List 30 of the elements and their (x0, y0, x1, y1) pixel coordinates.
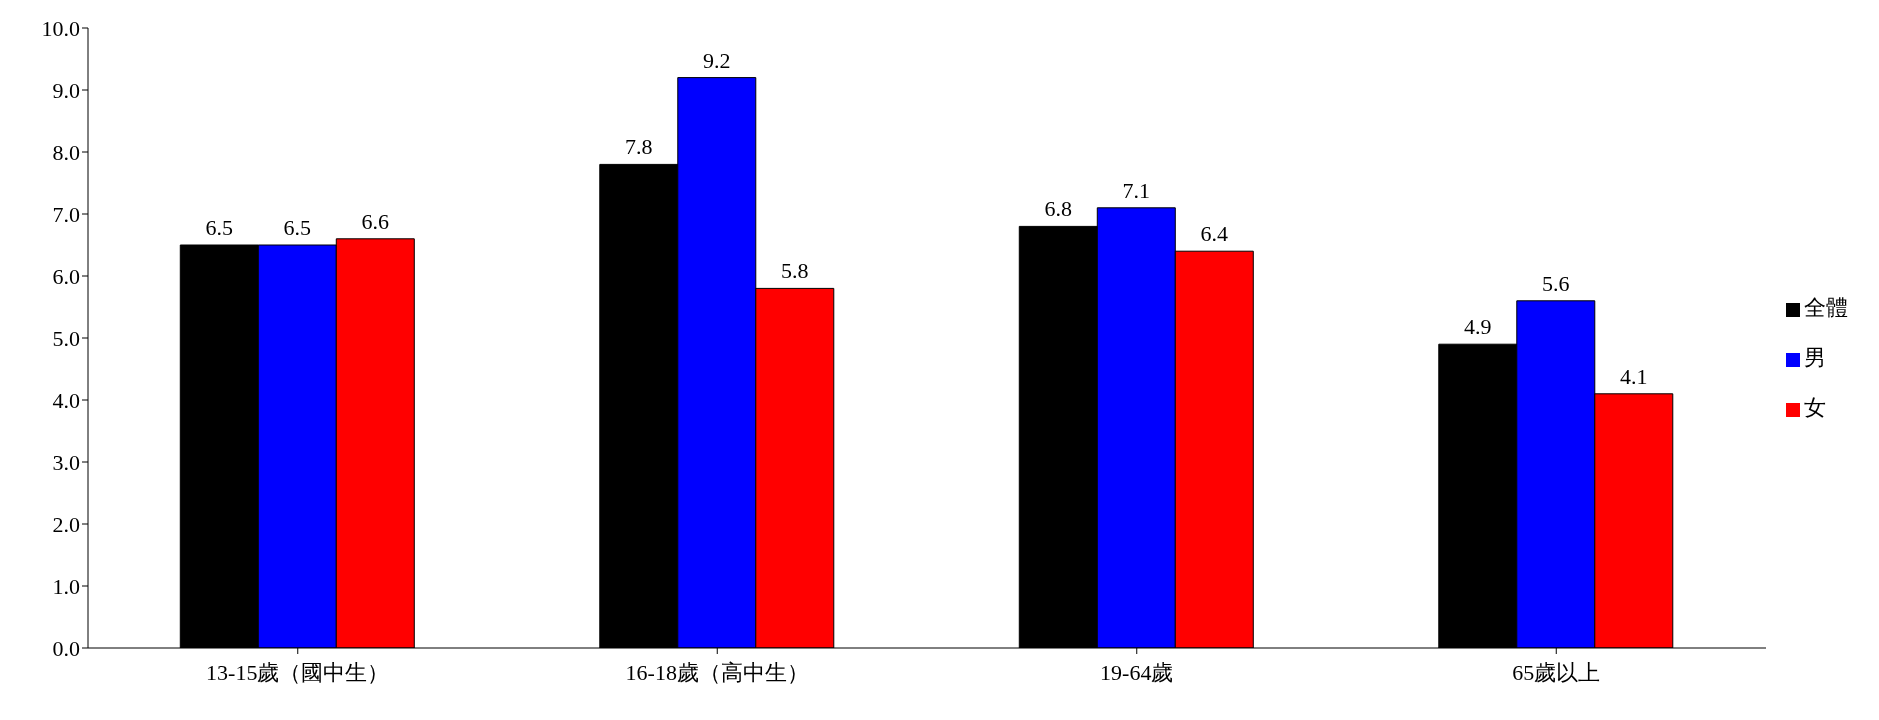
data-label: 6.5 (283, 215, 312, 240)
data-label: 6.4 (1200, 221, 1229, 247)
y-tick-label: 3.0 (52, 449, 80, 475)
data-label: 9.2 (703, 47, 731, 73)
y-tick-label: 5.0 (52, 325, 80, 351)
data-label: 7.1 (1122, 177, 1151, 203)
y-tick-label: 0.0 (52, 635, 80, 661)
x-tick-label: 13-15歲（國中生） (206, 659, 390, 685)
legend-label: 全體 (1804, 295, 1848, 320)
data-label: 6.5 (205, 215, 234, 240)
y-tick-label: 8.0 (52, 139, 80, 165)
x-tick-label: 16-18歲（高中生） (625, 659, 809, 685)
y-tick-label: 7.0 (52, 201, 80, 227)
y-tick-label: 1.0 (52, 573, 80, 599)
legend-label: 男 (1804, 345, 1826, 370)
data-label: 6.6 (361, 208, 390, 234)
y-tick-label: 4.0 (52, 387, 80, 413)
y-tick-label: 10.0 (41, 15, 80, 41)
data-label: 4.1 (1620, 363, 1648, 389)
data-label: 4.9 (1464, 314, 1492, 340)
y-tick-label: 6.0 (52, 263, 80, 289)
data-label: 6.8 (1044, 196, 1073, 222)
x-tick-label: 19-64歲 (1100, 659, 1174, 685)
y-tick-label: 2.0 (52, 511, 80, 537)
data-label: 5.6 (1542, 270, 1570, 296)
legend-label: 女 (1804, 395, 1826, 420)
x-tick-label: 65歲以上 (1512, 659, 1601, 685)
data-label: 7.8 (625, 134, 653, 160)
y-tick-label: 9.0 (52, 77, 80, 103)
data-label: 5.8 (781, 258, 809, 284)
